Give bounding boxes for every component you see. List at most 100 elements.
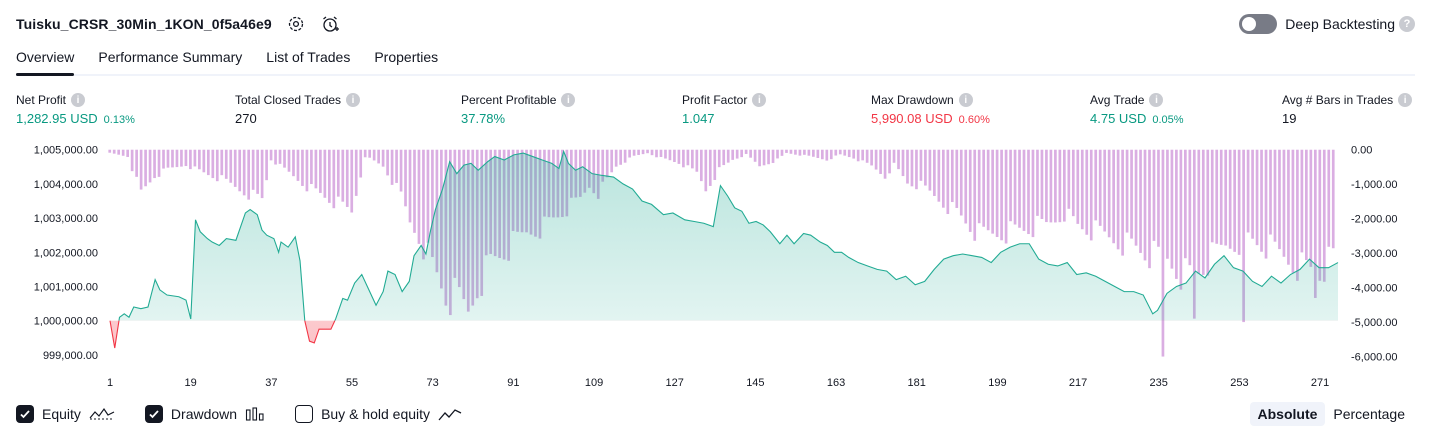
tab-performance-summary[interactable]: Performance Summary [98, 49, 243, 65]
drawdown-bar [1022, 149, 1026, 231]
drawdown-bar [283, 149, 286, 168]
drawdown-bar [238, 149, 242, 192]
drawdown-bar [166, 149, 170, 168]
drawdown-bar [1134, 149, 1138, 246]
drawdown-bar [865, 149, 869, 163]
checkbox-equity[interactable] [16, 405, 34, 423]
drawdown-bar [390, 149, 394, 185]
info-icon[interactable]: i [752, 93, 767, 107]
drawdown-bar [314, 149, 318, 189]
equity-drawdown-chart[interactable]: 1,005,000.00 1,004,000.00 1,003,000.00 1,00… [0, 140, 1431, 395]
x-axis-tick: 91 [507, 377, 519, 389]
deep-backtesting-toggle[interactable] [1239, 14, 1278, 34]
drawdown-bar [1013, 149, 1017, 225]
buy-hold-line-icon [438, 409, 462, 421]
drawdown-bar [1331, 149, 1335, 249]
drawdown-bar [426, 149, 430, 243]
drawdown-bar [906, 149, 909, 184]
drawdown-bar [838, 149, 842, 155]
info-icon[interactable]: i [561, 93, 576, 107]
drawdown-bar [717, 149, 721, 168]
drawdown-bar [1318, 149, 1322, 281]
tab-properties[interactable]: Properties [374, 49, 439, 65]
drawdown-bar [1210, 149, 1214, 243]
drawdown-bar [1031, 149, 1035, 238]
drawdown-bar [413, 149, 416, 233]
drawdown-bar [305, 149, 309, 192]
drawdown-bar [1152, 149, 1156, 241]
left-axis-tick: 1,005,000.00 [34, 145, 98, 157]
drawdown-bar [220, 149, 224, 176]
right-axis-tick: 0.00 [1351, 145, 1372, 157]
help-icon[interactable]: ? [1399, 16, 1415, 32]
drawdown-bar [767, 149, 770, 165]
legend-buy-hold[interactable]: Buy & hold equity [295, 405, 462, 423]
drawdown-bar [135, 149, 138, 177]
drawdown-bar [637, 149, 640, 155]
right-axis-tick: -2,000.00 [1351, 214, 1397, 226]
drawdown-bar [1305, 149, 1308, 261]
drawdown-bar [265, 149, 268, 181]
drawdown-bar [121, 149, 125, 156]
metric-percent: 0.05% [1152, 114, 1184, 126]
drawdown-bar [350, 149, 354, 213]
drawdown-bar [1228, 149, 1232, 249]
metric-label: Percent Profitable [461, 93, 557, 107]
info-icon[interactable]: i [1398, 93, 1413, 107]
info-icon[interactable]: i [958, 93, 973, 107]
percentage-button[interactable]: Percentage [1333, 406, 1405, 422]
drawdown-bar [1089, 149, 1093, 241]
drawdown-bar [1062, 149, 1066, 222]
info-icon[interactable]: i [71, 93, 86, 107]
checkbox-drawdown[interactable] [144, 405, 163, 423]
drawdown-bar [825, 149, 829, 161]
drawdown-bar [789, 149, 793, 154]
drawdown-bar [834, 149, 838, 156]
drawdown-bar [820, 149, 824, 160]
drawdown-bar [171, 149, 174, 168]
drawdown-bar [964, 149, 968, 224]
info-icon[interactable]: i [1149, 93, 1164, 107]
drawdown-bar [897, 149, 900, 170]
x-axis-tick: 145 [746, 377, 764, 389]
drawdown-bar [1296, 149, 1299, 281]
legend-equity[interactable]: Equity [16, 405, 115, 423]
drawdown-bar [1188, 149, 1192, 266]
drawdown-bar [879, 149, 882, 174]
checkbox-buy-hold[interactable] [295, 405, 314, 423]
drawdown-bar [968, 149, 972, 232]
drawdown-bar [1260, 149, 1263, 252]
left-axis-tick: 1,004,000.00 [34, 179, 98, 191]
info-icon[interactable]: i [346, 93, 361, 107]
drawdown-bar [659, 149, 663, 157]
drawdown-bar [1018, 149, 1021, 228]
drawdown-bar [1000, 149, 1003, 241]
drawdown-bar [345, 149, 349, 207]
strategy-title: Tuisku_CRSR_30Min_1KON_0f5a46e9 [16, 16, 272, 32]
drawdown-bar [301, 149, 304, 186]
drawdown-bar [812, 149, 815, 157]
tab-overview[interactable]: Overview [16, 46, 75, 76]
x-axis-tick: 37 [265, 377, 277, 389]
equity-area [110, 151, 1338, 321]
drawdown-bar [677, 149, 681, 164]
drawdown-bar [363, 149, 367, 158]
metric-label: Avg # Bars in Trades [1282, 93, 1394, 107]
drawdown-bar [794, 149, 797, 155]
legend-drawdown[interactable]: Drawdown [144, 405, 265, 423]
metric-percent-profitable: Percent Profitable i 37.78% [461, 93, 576, 126]
gear-icon[interactable] [286, 14, 306, 34]
drawdown-bar [260, 149, 264, 199]
metric-percent: 0.13% [103, 114, 135, 126]
absolute-button[interactable]: Absolute [1249, 402, 1326, 426]
x-axis-tick: 199 [988, 377, 1006, 389]
drawdown-bar [780, 149, 784, 156]
drawdown-bar [937, 149, 941, 202]
tab-list-of-trades[interactable]: List of Trades [266, 49, 351, 65]
alarm-add-icon[interactable] [320, 14, 340, 34]
equity-line [109, 149, 1339, 321]
drawdown-bar [1143, 149, 1147, 261]
drawdown-bar [1121, 149, 1124, 256]
chart-legend: Equity Drawdown Buy & hold equity [16, 403, 492, 425]
drawdown-bar [641, 149, 645, 155]
